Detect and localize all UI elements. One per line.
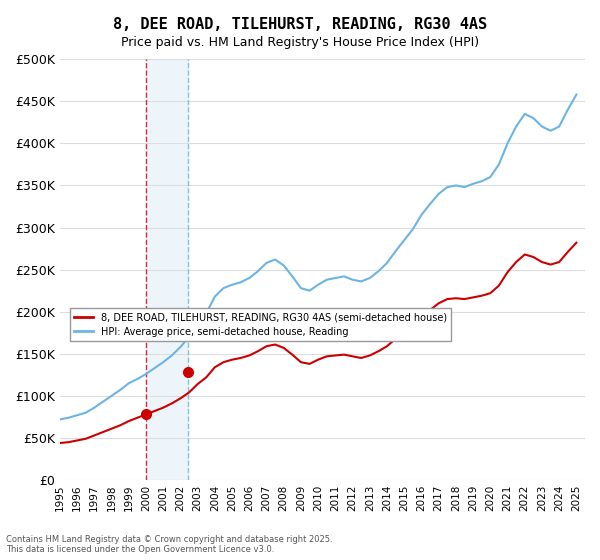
Text: 1: 1 <box>0 559 1 560</box>
Text: Contains HM Land Registry data © Crown copyright and database right 2025.
This d: Contains HM Land Registry data © Crown c… <box>6 535 332 554</box>
Bar <box>146 59 188 480</box>
Text: 8, DEE ROAD, TILEHURST, READING, RG30 4AS: 8, DEE ROAD, TILEHURST, READING, RG30 4A… <box>113 17 487 32</box>
Legend: 8, DEE ROAD, TILEHURST, READING, RG30 4AS (semi-detached house), HPI: Average pr: 8, DEE ROAD, TILEHURST, READING, RG30 4A… <box>70 308 451 341</box>
Text: Price paid vs. HM Land Registry's House Price Index (HPI): Price paid vs. HM Land Registry's House … <box>121 36 479 49</box>
Text: 2: 2 <box>0 559 1 560</box>
